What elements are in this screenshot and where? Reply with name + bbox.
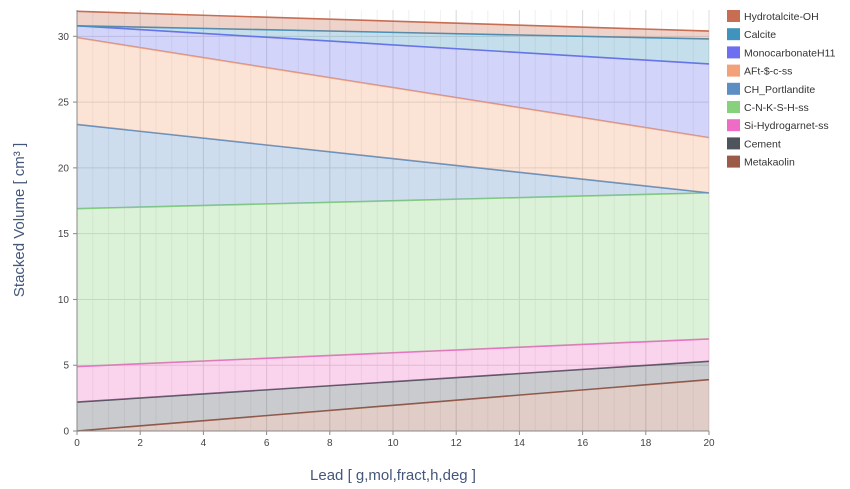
x-tick-label: 18 bbox=[640, 438, 652, 449]
legend-swatch bbox=[727, 10, 740, 22]
legend-label: Hydrotalcite-OH bbox=[744, 11, 819, 23]
x-tick-label: 6 bbox=[264, 438, 270, 449]
y-tick-label: 10 bbox=[58, 295, 70, 306]
y-axis-title: Stacked Volume [ cm³ ] bbox=[11, 143, 28, 297]
area-ch-portlandite bbox=[77, 124, 709, 209]
legend-label: AFt-$-c-ss bbox=[744, 66, 792, 78]
line-si-hydrogarnet-ss bbox=[76, 338, 710, 368]
legend-item-si-hydrogarnet-ss[interactable]: Si-Hydrogarnet-ss bbox=[727, 119, 829, 132]
line-metakaolin bbox=[76, 378, 710, 432]
legend: Hydrotalcite-OH Calcite MonocarbonateH11 AF… bbox=[727, 10, 836, 169]
line-monocarbonateh11 bbox=[76, 24, 710, 65]
legend-label: Cement bbox=[744, 138, 781, 150]
legend-swatch bbox=[727, 64, 740, 77]
x-tick-label: 12 bbox=[451, 438, 463, 449]
area-c-n-k-s-h-ss bbox=[77, 192, 709, 367]
area-monocarbonateh11 bbox=[77, 25, 709, 138]
x-tick-label: 4 bbox=[201, 438, 207, 449]
y-tick-label: 0 bbox=[63, 427, 69, 438]
legend-item-calcite[interactable]: Calcite bbox=[727, 28, 776, 41]
legend-item-ch-portlandite[interactable]: CH_Portlandite bbox=[727, 82, 815, 96]
y-tick-label: 20 bbox=[58, 163, 70, 174]
legend-swatch bbox=[727, 28, 740, 41]
area-calcite bbox=[77, 25, 709, 64]
area-si-hydrogarnet-ss bbox=[77, 338, 709, 403]
y-tick-label: 5 bbox=[63, 361, 69, 372]
legend-swatch bbox=[727, 137, 740, 150]
line-calcite bbox=[76, 24, 710, 40]
x-tick-label: 10 bbox=[387, 438, 399, 449]
area-aft-c-ss bbox=[77, 37, 709, 193]
legend-label: Si-Hydrogarnet-ss bbox=[744, 120, 829, 132]
x-tick-label: 2 bbox=[137, 438, 143, 449]
legend-item-c-n-k-s-h-ss[interactable]: C-N-K-S-H-ss bbox=[727, 101, 809, 114]
area-hydrotalcite-oh bbox=[77, 11, 709, 39]
line-aft-c-ss bbox=[76, 36, 710, 139]
legend-label: Calcite bbox=[744, 29, 776, 41]
legend-label: Metakaolin bbox=[744, 157, 795, 169]
y-tick-label: 30 bbox=[58, 32, 70, 43]
x-tick-label: 20 bbox=[703, 438, 715, 449]
x-tick-label: 8 bbox=[327, 438, 333, 449]
legend-item-aft-c-ss[interactable]: AFt-$-c-ss bbox=[727, 64, 792, 78]
grid bbox=[76, 10, 710, 432]
legend-item-cement[interactable]: Cement bbox=[727, 137, 781, 150]
legend-item-metakaolin[interactable]: Metakaolin bbox=[727, 155, 795, 169]
axes: 0 2 4 6 8 10 12 14 16 18 20 0 5 10 15 20 25 30 bbox=[58, 10, 715, 449]
legend-item-monocarbonateh11[interactable]: MonocarbonateH11 bbox=[727, 46, 836, 59]
line-cement bbox=[76, 360, 710, 403]
legend-item-hydrotalcite-oh[interactable]: Hydrotalcite-OH bbox=[727, 10, 819, 23]
x-tick-label: 16 bbox=[577, 438, 589, 449]
area-cement bbox=[77, 361, 709, 431]
legend-swatch bbox=[727, 119, 740, 132]
legend-label: MonocarbonateH11 bbox=[744, 47, 836, 59]
x-axis-title: Lead [ g,mol,fract,h,deg ] bbox=[310, 467, 476, 484]
line-c-n-k-s-h-ss bbox=[76, 192, 710, 210]
plot-areas bbox=[76, 10, 710, 432]
legend-swatch bbox=[727, 46, 740, 59]
x-tick-label: 0 bbox=[74, 438, 80, 449]
y-tick-label: 25 bbox=[58, 98, 70, 109]
legend-swatch bbox=[727, 82, 740, 95]
legend-label: CH_Portlandite bbox=[744, 84, 815, 96]
x-tick-label: 14 bbox=[514, 438, 526, 449]
y-tick-label: 15 bbox=[58, 229, 70, 240]
legend-swatch bbox=[727, 101, 740, 113]
legend-label: C-N-K-S-H-ss bbox=[744, 102, 809, 114]
line-ch-portlandite bbox=[76, 123, 710, 194]
line-hydrotalcite-oh bbox=[76, 10, 710, 32]
legend-swatch bbox=[727, 155, 740, 168]
